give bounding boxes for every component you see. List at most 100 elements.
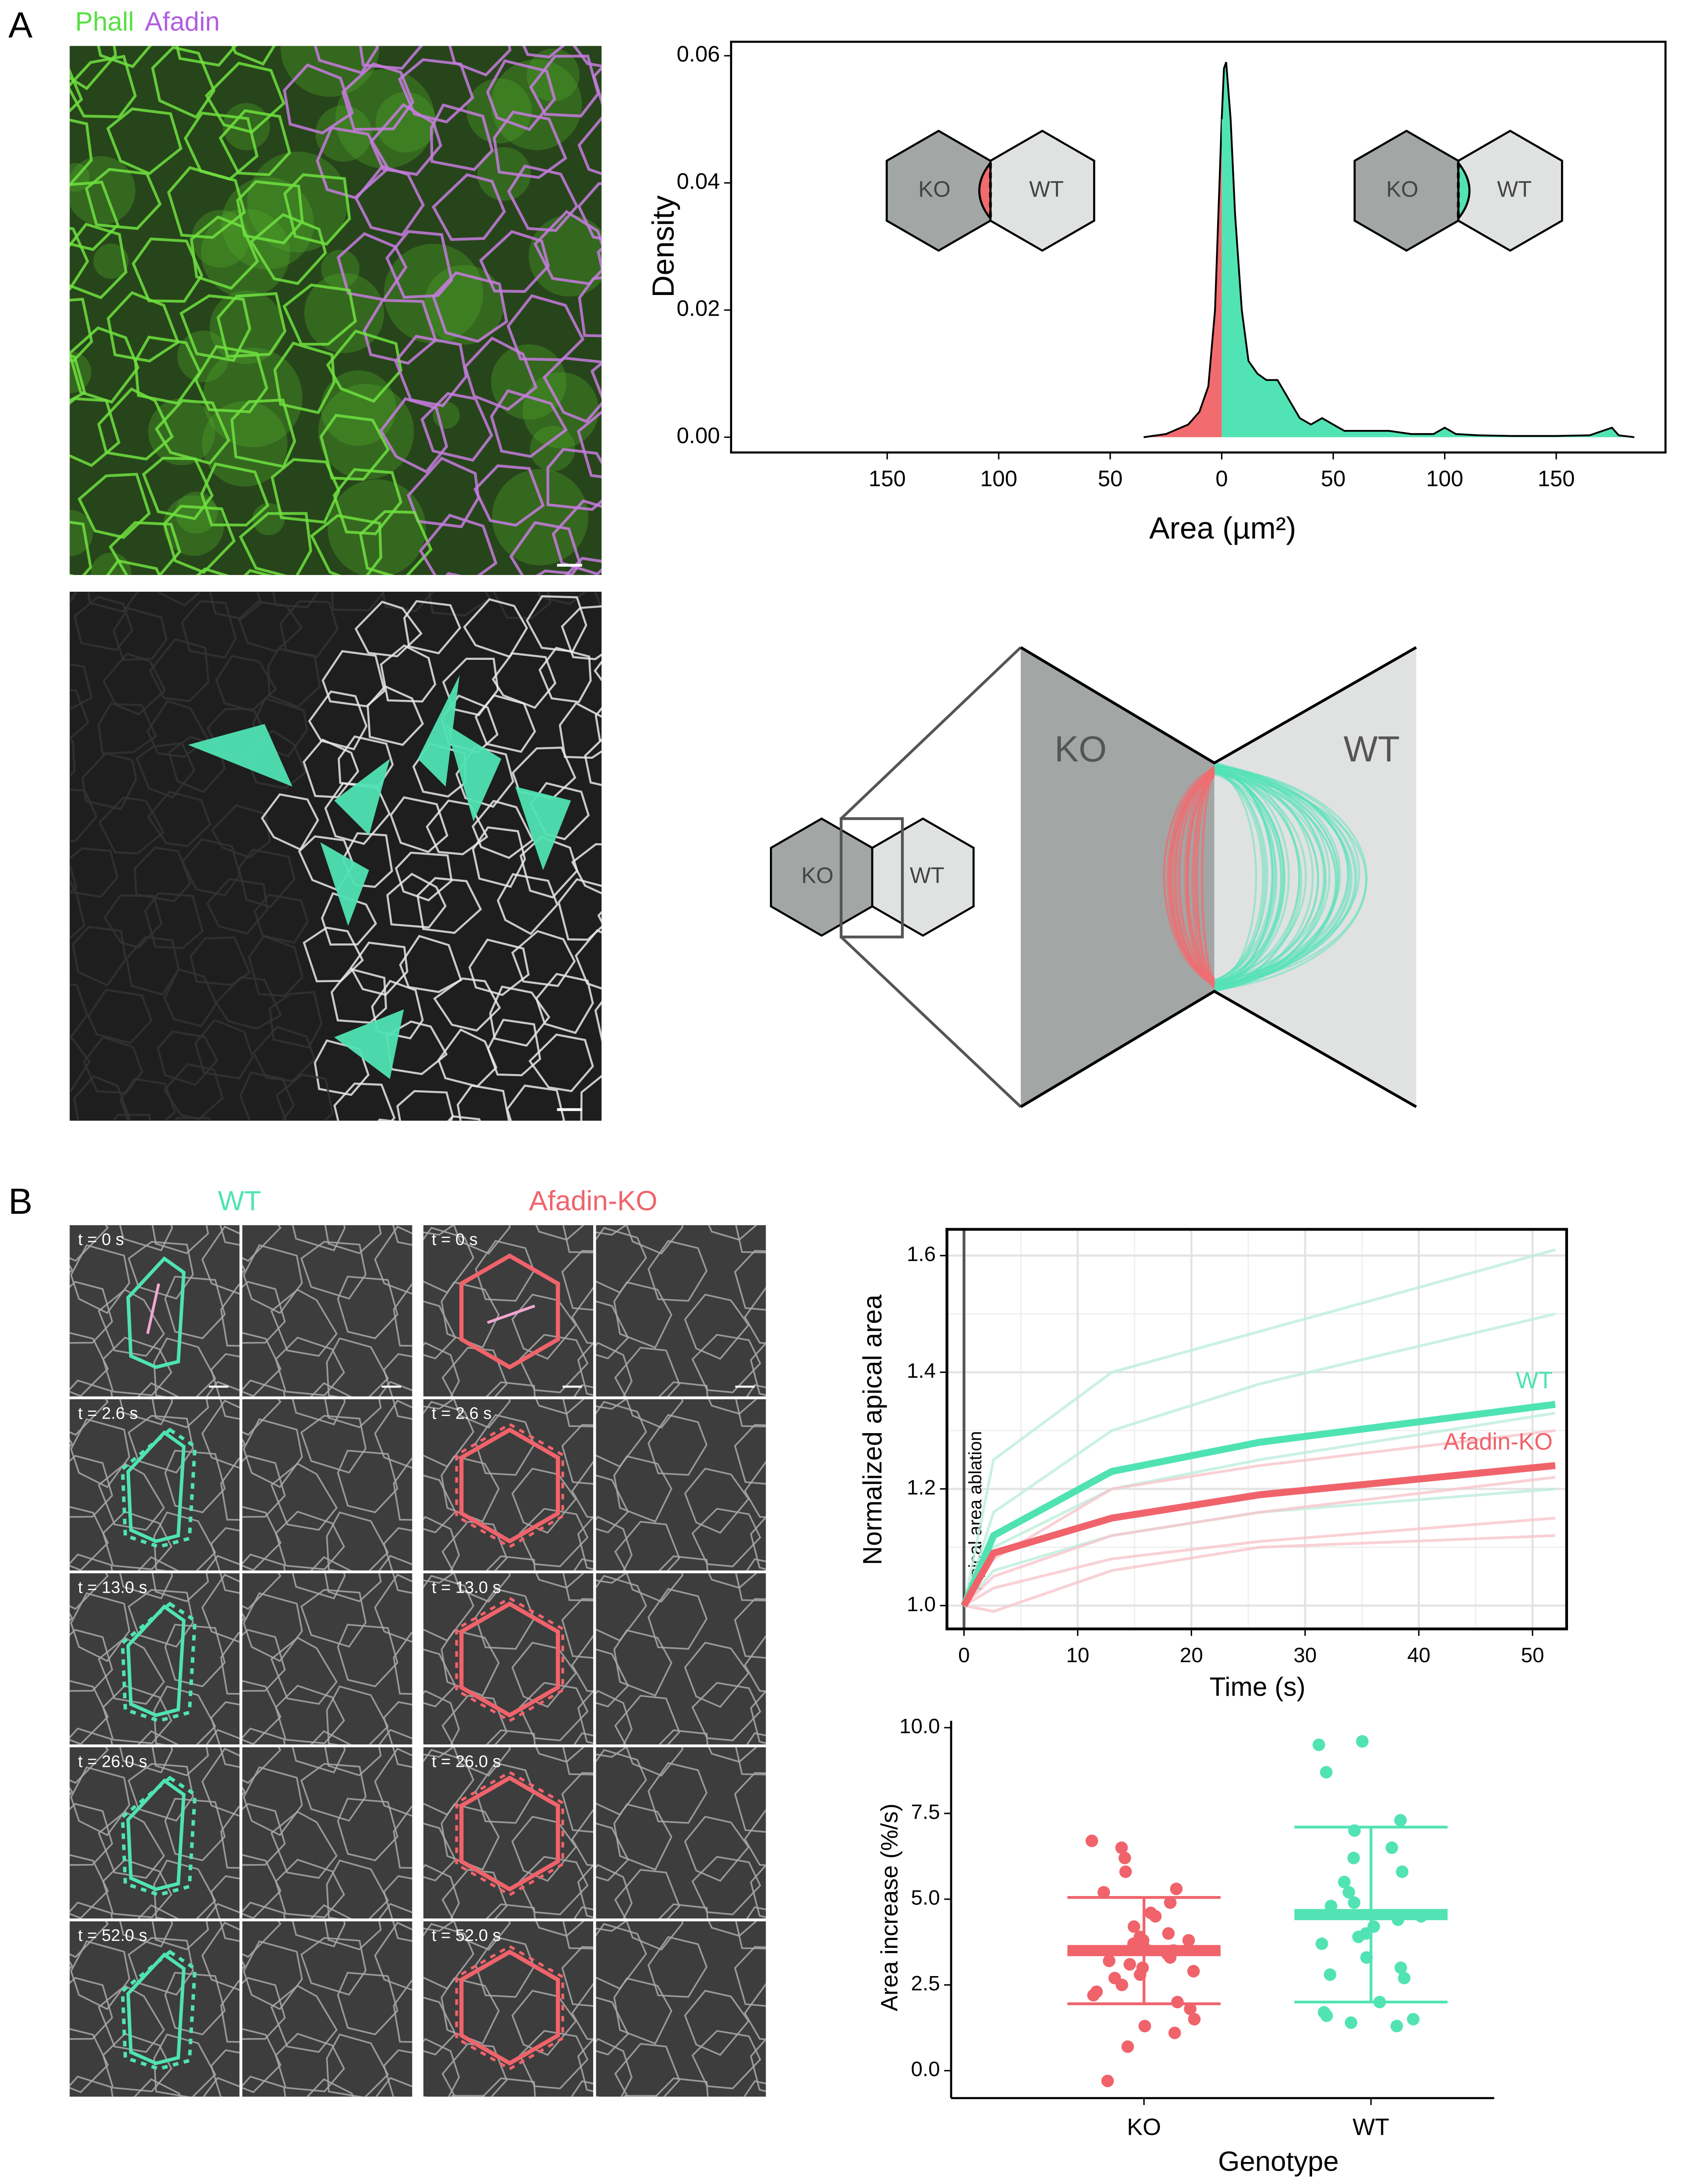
cell-outline <box>762 1928 831 1987</box>
cell-outline <box>770 1405 831 1459</box>
cell-outline <box>509 521 582 575</box>
cell-outline <box>474 1936 535 1998</box>
cell-outline <box>538 647 592 703</box>
cell-outline <box>69 1281 113 1344</box>
cell-outline <box>0 1654 51 1715</box>
cell-outline <box>69 1573 109 1610</box>
cell-outline <box>0 1131 48 1187</box>
cell-outline <box>4 1081 59 1135</box>
cell-outline <box>242 1281 286 1344</box>
cell-outline <box>374 1922 412 1991</box>
cell-outline <box>691 1508 762 1568</box>
cell-outline <box>119 1921 173 1947</box>
cell-outline <box>252 1026 316 1082</box>
panel-label: B <box>8 1181 33 1222</box>
cell-outline <box>658 1729 708 1745</box>
cell-outline <box>153 2033 216 2097</box>
time-lapse-frame <box>242 1132 444 1397</box>
cell-outline <box>13 2089 78 2148</box>
cell-outline <box>507 164 579 232</box>
cell-outline <box>310 514 383 575</box>
large-wt <box>1214 647 1416 1107</box>
cell-outline <box>596 1864 633 1919</box>
actin-blob <box>210 290 284 364</box>
cell-outline <box>324 1123 376 1182</box>
cell-outline <box>423 2038 460 2097</box>
cell-outline <box>577 1516 594 1570</box>
cell-outline <box>151 1399 209 1428</box>
cell-outline <box>133 2078 181 2097</box>
cell-outline <box>613 1281 673 1349</box>
cell-outline <box>239 512 312 575</box>
cell-outline <box>97 703 157 755</box>
cell-outline <box>300 1415 367 1474</box>
cell-outline <box>647 1936 708 1998</box>
cell-outline <box>423 1747 455 1758</box>
cell-outline <box>691 1856 762 1915</box>
actin-blob <box>93 244 129 279</box>
contact-trace <box>1175 768 1215 984</box>
hexagon-label: WT <box>1497 176 1532 201</box>
cell-outline <box>69 983 88 1041</box>
ablation-line <box>146 1283 160 1334</box>
y-tick-label: 0.04 <box>677 168 720 193</box>
cell-outline <box>545 1122 607 1182</box>
cell-outline <box>571 1809 594 1866</box>
cell-outline <box>275 2033 345 2093</box>
mean-line <box>961 1462 1556 1608</box>
cell-outline <box>379 644 437 703</box>
cell-outline <box>0 117 40 189</box>
cell-outline <box>647 1414 708 1476</box>
mean-line <box>961 1401 1556 1607</box>
cell-outline <box>394 335 468 408</box>
cell-outline <box>684 1467 750 1534</box>
cell-outline <box>496 873 558 935</box>
cell-outline <box>186 2089 251 2148</box>
time-lapse-frame: t = 2.6 s <box>69 1399 240 1571</box>
cell-outline <box>69 663 93 710</box>
zoom-box <box>839 817 904 939</box>
y-axis-title: Normalized apical area <box>858 1294 887 1565</box>
cell-outline <box>337 1798 398 1861</box>
data-point <box>1390 2020 1403 2032</box>
cell-trace <box>126 1430 186 1543</box>
cell-outline <box>487 1019 541 1077</box>
cell-outline <box>381 591 434 612</box>
cell-outline <box>718 1122 780 1182</box>
cell-outline <box>380 1132 444 1193</box>
cell-outline <box>337 1449 398 1514</box>
cell-outline <box>354 601 423 658</box>
cell-outline <box>577 1864 594 1918</box>
actin-blob <box>221 177 314 270</box>
cell-outline <box>69 1438 73 1448</box>
cell-outline <box>69 1506 109 1571</box>
x-tick-label: 20 <box>1180 1644 1203 1667</box>
cell-outline <box>0 1290 30 1358</box>
cell-outline <box>528 1033 594 1092</box>
cell-outline <box>275 1511 345 1570</box>
time-lapse-frame: t = 13.0 s <box>69 1573 240 1745</box>
cell-outline <box>596 1516 633 1571</box>
cell-outline <box>356 2095 419 2153</box>
hexagon-label: WT <box>1029 176 1064 201</box>
cell-outline <box>175 46 237 67</box>
cell-outline <box>72 925 127 987</box>
cell-trace <box>459 1775 560 1892</box>
actin-blob <box>529 215 602 297</box>
cell-outline <box>479 230 550 293</box>
hexagon-wt <box>1457 129 1563 252</box>
density-outline <box>1143 119 1223 438</box>
data-point <box>1315 1937 1328 1950</box>
cell-outline <box>324 1573 382 1602</box>
cell-outline <box>621 934 674 991</box>
cell-outline <box>762 2102 831 2162</box>
large-outline <box>1020 646 1417 765</box>
cell-outline <box>253 894 309 944</box>
cell-outline <box>359 510 433 575</box>
cell-outline <box>744 1634 766 1692</box>
cell-trace <box>126 1256 186 1369</box>
contact-trace <box>1194 766 1215 981</box>
contact-trace <box>1214 767 1327 983</box>
cell-outline <box>590 361 602 399</box>
cell-outline <box>551 0 620 22</box>
